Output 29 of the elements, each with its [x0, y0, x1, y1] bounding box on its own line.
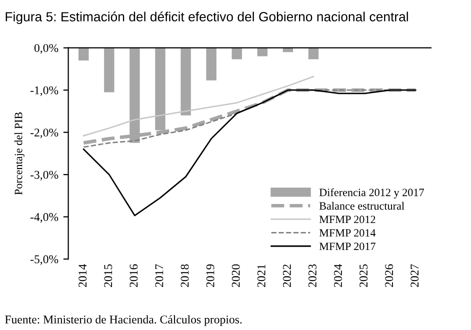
y-tick-label: -3,0%: [30, 170, 58, 180]
x-tick-label: 2021: [257, 264, 266, 288]
y-tick-label: -5,0%: [30, 255, 58, 265]
y-tick-label: 0,0%: [34, 44, 58, 54]
x-tick-label: 2014: [78, 264, 87, 288]
x-tick-label: 2019: [206, 264, 214, 288]
legend-label: MFMP 2012: [319, 216, 376, 224]
chart-title: Figura 5: Estimación del déficit efectivo del Gobierno nacional central: [6, 12, 408, 24]
x-tick-label: 2027: [410, 264, 419, 288]
y-axis-title: Porcentaje del PIB: [14, 112, 24, 195]
legend-label: Diferencia 2012 y 2017: [319, 188, 424, 198]
x-tick-label: 2015: [104, 264, 112, 288]
line-series: [82, 76, 314, 136]
x-tick-label: 2023: [308, 264, 316, 288]
x-tick-label: 2025: [360, 264, 368, 288]
x-tick-label: 2020: [232, 264, 240, 288]
legend-label: MFMP 2017: [319, 242, 376, 250]
x-tick-label: 2024: [334, 264, 342, 288]
x-tick-label: 2026: [385, 264, 394, 288]
x-tick-label: 2017: [155, 264, 164, 288]
y-tick-label: -4,0%: [30, 213, 58, 223]
y-tick-label: -1,0%: [30, 86, 58, 96]
x-tick-label: 2022: [282, 264, 291, 288]
legend-label: MFMP 2014: [319, 229, 376, 237]
legend-label: Balance estructural: [319, 202, 404, 210]
x-tick-label: 2016: [130, 264, 138, 288]
source-note: Fuente: Ministerio de Hacienda. Cálculos propios.: [5, 315, 242, 326]
y-tick-label: -2,0%: [30, 128, 58, 138]
x-tick-label: 2018: [180, 264, 189, 288]
